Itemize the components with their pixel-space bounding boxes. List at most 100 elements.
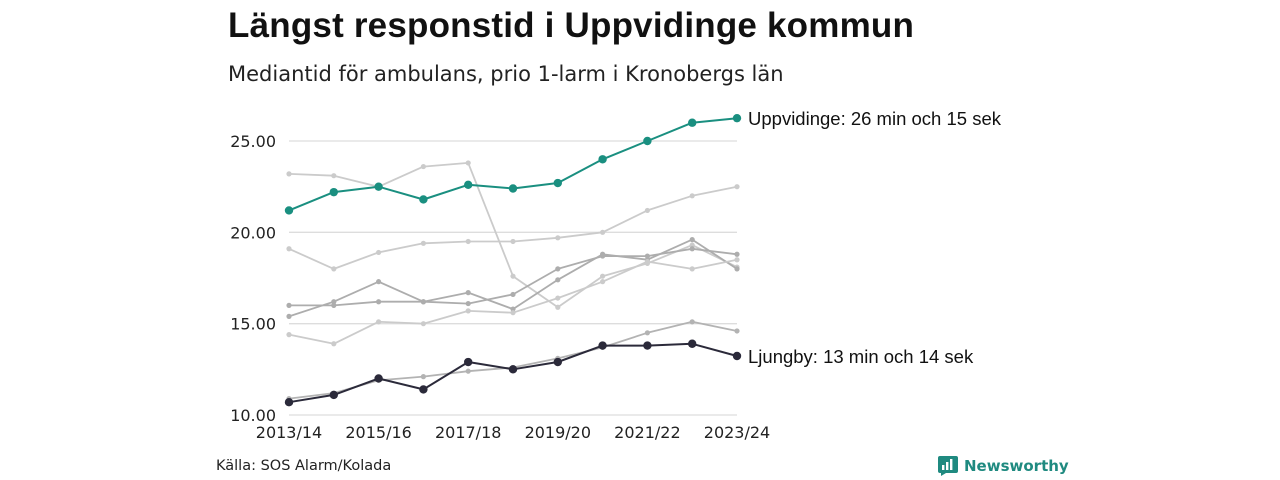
series-ljungby xyxy=(284,339,742,407)
data-point xyxy=(465,160,471,166)
background-series-line xyxy=(286,160,740,310)
data-point xyxy=(598,341,607,350)
data-point xyxy=(508,184,518,193)
data-point xyxy=(688,118,697,127)
data-point xyxy=(688,339,697,348)
data-point xyxy=(734,257,740,263)
data-point xyxy=(644,258,651,265)
data-point xyxy=(331,302,337,308)
data-point xyxy=(420,299,426,305)
data-point xyxy=(420,240,426,246)
data-point xyxy=(376,279,382,285)
data-point xyxy=(465,308,471,314)
brand-name: Newsworthy xyxy=(964,457,1069,475)
data-point xyxy=(510,310,516,316)
data-point xyxy=(286,332,292,338)
data-point xyxy=(464,180,473,190)
series-line xyxy=(288,258,738,345)
y-axis-tick-labels: 10.00 15.00 20.00 25.00 xyxy=(230,132,276,425)
chart-title: Längst responstid i Uppvidinge kommun xyxy=(228,6,915,45)
data-point xyxy=(331,299,337,305)
x-tick-label: 2023/24 xyxy=(704,423,770,442)
series-end-label: Ljungby: 13 min och 14 sek xyxy=(748,346,974,367)
data-point xyxy=(331,173,337,179)
series-line xyxy=(288,117,738,212)
data-point xyxy=(420,163,426,170)
data-point xyxy=(329,390,338,400)
data-point xyxy=(510,238,516,245)
data-point xyxy=(643,136,652,146)
y-tick-label: 25.00 xyxy=(230,132,276,151)
background-series-line xyxy=(286,257,740,347)
data-point xyxy=(376,299,382,305)
data-point xyxy=(376,249,382,256)
background-series-line xyxy=(286,319,740,402)
x-tick-label: 2015/16 xyxy=(345,423,411,442)
data-point xyxy=(376,319,382,325)
data-point xyxy=(510,291,516,298)
data-point xyxy=(598,155,607,164)
data-point xyxy=(331,266,337,272)
y-tick-label: 20.00 xyxy=(230,223,276,242)
data-point xyxy=(689,193,695,199)
highlighted-series xyxy=(284,113,742,407)
x-tick-label: 2017/18 xyxy=(435,423,501,442)
data-point xyxy=(284,398,294,407)
series-line xyxy=(288,185,738,270)
data-point xyxy=(465,300,471,307)
background-series xyxy=(286,160,740,402)
data-point xyxy=(331,341,337,347)
background-series-line xyxy=(286,237,740,319)
brand-logo: Newsworthy xyxy=(938,456,1069,476)
data-point xyxy=(643,341,652,350)
chart-subtitle: Mediantid för ambulans, prio 1-larm i Kr… xyxy=(228,62,784,86)
y-tick-label: 15.00 xyxy=(230,315,276,334)
data-point xyxy=(286,171,292,177)
data-point xyxy=(508,365,518,374)
data-point xyxy=(374,374,383,383)
data-point xyxy=(284,206,294,215)
data-point xyxy=(510,306,516,312)
data-point xyxy=(732,351,742,361)
x-tick-label: 2019/20 xyxy=(525,423,591,442)
data-point xyxy=(286,302,292,308)
data-point xyxy=(286,246,292,252)
data-point xyxy=(420,374,426,380)
data-point xyxy=(419,195,428,204)
newsworthy-logo-icon xyxy=(938,456,958,476)
data-point xyxy=(555,277,561,283)
series-end-label: Uppvidinge: 26 min och 15 sek xyxy=(748,108,1002,129)
data-point xyxy=(419,385,428,394)
y-tick-label: 10.00 xyxy=(230,406,276,425)
data-point xyxy=(644,207,651,214)
data-point xyxy=(374,182,383,191)
grid-lines xyxy=(289,140,737,416)
data-point xyxy=(734,184,740,190)
data-point xyxy=(734,328,740,334)
data-point xyxy=(555,235,561,241)
data-point xyxy=(465,368,471,374)
data-point xyxy=(644,253,651,259)
data-point xyxy=(732,113,742,123)
data-point xyxy=(329,187,338,197)
background-series-line xyxy=(286,184,740,272)
data-point xyxy=(555,266,561,272)
data-point xyxy=(600,279,606,285)
data-point xyxy=(734,251,740,257)
data-point xyxy=(689,266,695,272)
data-point xyxy=(644,330,651,336)
data-point xyxy=(465,290,471,296)
data-point xyxy=(734,266,740,272)
data-point xyxy=(689,237,695,243)
data-point xyxy=(689,242,695,248)
data-point xyxy=(600,229,606,235)
data-point xyxy=(465,238,471,245)
source-note: Källa: SOS Alarm/Kolada xyxy=(216,458,392,474)
data-point xyxy=(600,251,606,257)
data-point xyxy=(286,313,292,319)
data-point xyxy=(464,357,473,367)
data-point xyxy=(553,357,562,367)
data-point xyxy=(555,295,561,301)
series-uppvidinge xyxy=(284,113,742,215)
